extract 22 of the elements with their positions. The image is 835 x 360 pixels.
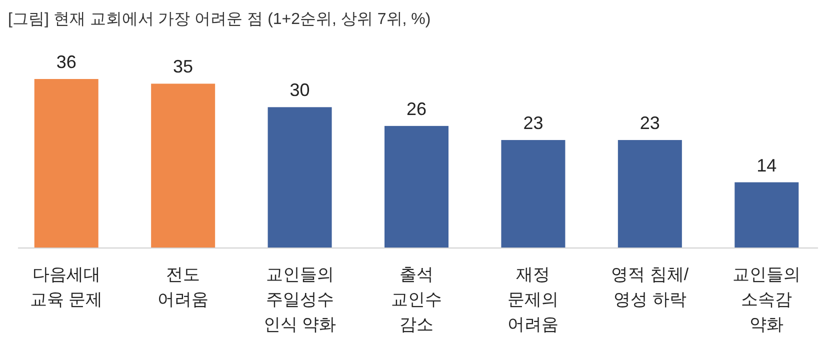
data-label: 30 (290, 80, 310, 100)
x-tick-label: 다음세대 교육 문제 (30, 265, 103, 309)
bar (384, 126, 448, 248)
x-tick-label: 재정 문제의 어려움 (508, 265, 559, 334)
bar (618, 140, 682, 248)
data-label: 14 (756, 155, 777, 176)
bar (734, 182, 799, 248)
x-tick-label: 출석 교인수 감소 (391, 265, 442, 334)
x-tick-label: 교인들의 주일성수 인식 약화 (263, 265, 336, 334)
data-label: 23 (523, 113, 544, 134)
x-tick-label: 전도 어려움 (158, 265, 209, 309)
data-label: 35 (173, 56, 194, 77)
data-label: 36 (56, 52, 76, 72)
bar (501, 140, 566, 248)
data-label: 26 (406, 98, 427, 119)
bar (268, 107, 332, 248)
bar (151, 84, 216, 248)
chart-title: [그림] 현재 교회에서 가장 어려운 점 (1+2순위, 상위 7위, %) (8, 11, 431, 28)
data-label: 23 (640, 113, 660, 134)
x-tick-label: 영적 침체/ 영성 하락 (611, 265, 689, 309)
x-tick-label: 교인들의 소속감 약화 (732, 265, 801, 334)
bar (34, 79, 98, 248)
